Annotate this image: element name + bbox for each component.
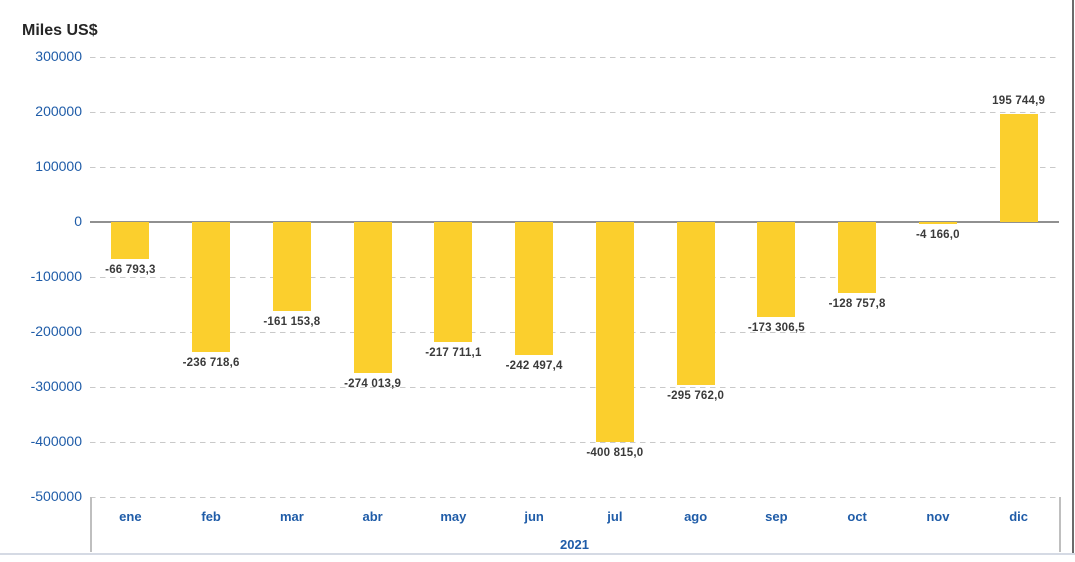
data-label-feb: -236 718,6 — [182, 357, 240, 370]
bar-nov — [918, 222, 957, 225]
y-axis-tick-label: -100000 — [30, 268, 82, 284]
x-axis-label-oct: oct — [847, 509, 867, 524]
bar-abr — [353, 222, 392, 373]
x-axis-label-may: may — [440, 509, 467, 524]
x-axis-label-dic: dic — [1009, 509, 1029, 524]
gridline--100000 — [90, 277, 1059, 278]
gridline-100000 — [90, 167, 1059, 168]
bar-ene — [111, 222, 150, 259]
x-axis-label-jul: jul — [607, 509, 623, 524]
y-axis-tick-label: 200000 — [35, 103, 82, 119]
y-axis-tick-label: -500000 — [30, 488, 82, 504]
x-axis-label-abr: abr — [362, 509, 383, 524]
bar-mar — [272, 222, 311, 311]
data-label-dic: 195 744,9 — [992, 95, 1046, 108]
data-label-oct: -128 757,8 — [828, 297, 886, 310]
gridline-200000 — [90, 112, 1059, 113]
zero-axis-line — [90, 221, 1059, 223]
bar-may — [434, 222, 473, 342]
y-axis-tick-label: 100000 — [35, 158, 82, 174]
x-axis-label-nov: nov — [926, 509, 950, 524]
page-right-border — [1072, 0, 1074, 554]
gridline--200000 — [90, 332, 1059, 333]
x-axis-label-jun: jun — [524, 509, 544, 524]
bar-ago — [676, 222, 715, 385]
x-axis-label-feb: feb — [201, 509, 221, 524]
y-axis-tick-label: 0 — [74, 213, 82, 229]
data-label-jul: -400 815,0 — [586, 447, 644, 460]
y-axis-tick-label: -200000 — [30, 323, 82, 339]
gridline--500000 — [90, 497, 1059, 498]
bar-dic — [999, 114, 1038, 222]
gridline--300000 — [90, 387, 1059, 388]
x-axis-label-sep: sep — [765, 509, 788, 524]
data-label-abr: -274 013,9 — [344, 377, 402, 390]
x-axis-label-mar: mar — [279, 509, 304, 524]
bar-jun — [515, 222, 554, 356]
x-axis-label-ene: ene — [119, 509, 142, 524]
x-axis-year-label: 2021 — [560, 537, 589, 552]
y-axis-tick-label: -400000 — [30, 433, 82, 449]
bar-oct — [838, 222, 877, 293]
axis-box-left-border — [90, 497, 92, 552]
y-axis-tick-label: 300000 — [35, 48, 82, 64]
page-bottom-border — [0, 553, 1075, 555]
bar-jul — [595, 222, 634, 443]
gridline--400000 — [90, 442, 1059, 443]
data-label-jun: -242 497,4 — [505, 360, 563, 373]
axis-box-right-border — [1059, 497, 1061, 552]
y-axis-tick-label: -300000 — [30, 378, 82, 394]
x-axis-label-ago: ago — [684, 509, 708, 524]
data-label-mar: -161 153,8 — [263, 315, 321, 328]
data-label-ago: -295 762,0 — [667, 389, 725, 402]
data-label-ene: -66 793,3 — [105, 263, 156, 276]
bar-feb — [192, 222, 231, 353]
bar-sep — [757, 222, 796, 318]
data-label-sep: -173 306,5 — [747, 322, 805, 335]
data-label-nov: -4 166,0 — [915, 229, 960, 242]
chart-title: Miles US$ — [22, 22, 98, 39]
gridline-300000 — [90, 57, 1059, 58]
data-label-may: -217 711,1 — [425, 346, 482, 359]
